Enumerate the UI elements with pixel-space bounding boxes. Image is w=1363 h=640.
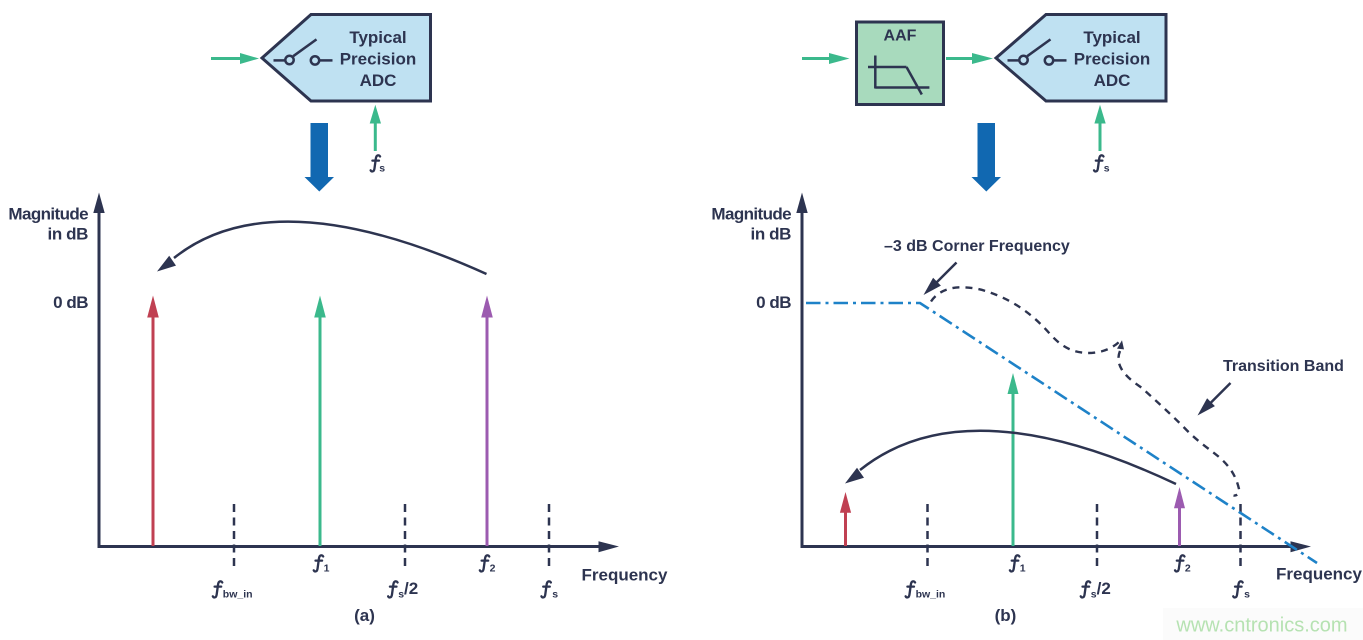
svg-text:(b): (b) bbox=[995, 606, 1017, 625]
svg-text:Precision: Precision bbox=[340, 50, 417, 69]
svg-text:s: s bbox=[1091, 588, 1097, 600]
svg-text:/2: /2 bbox=[404, 579, 418, 598]
svg-text:s: s bbox=[1104, 162, 1110, 174]
svg-text:2: 2 bbox=[490, 562, 496, 574]
svg-text:Typical: Typical bbox=[349, 28, 406, 47]
svg-text:Magnitude: Magnitude bbox=[8, 205, 88, 224]
svg-text:Magnitude: Magnitude bbox=[711, 205, 791, 224]
svg-text:s: s bbox=[398, 588, 404, 600]
svg-text:Frequency: Frequency bbox=[582, 566, 669, 585]
svg-text:1: 1 bbox=[1020, 562, 1026, 574]
svg-text:AAF: AAF bbox=[884, 28, 917, 45]
svg-text:Precision: Precision bbox=[1074, 50, 1151, 69]
svg-text:in dB: in dB bbox=[751, 225, 792, 244]
svg-text:Frequency: Frequency bbox=[1276, 565, 1363, 584]
svg-text:ADC: ADC bbox=[1094, 71, 1131, 90]
svg-text:1: 1 bbox=[324, 562, 330, 574]
svg-text:0 dB: 0 dB bbox=[756, 293, 791, 312]
svg-text:bw_in: bw_in bbox=[916, 588, 946, 600]
svg-text:/2: /2 bbox=[1097, 579, 1111, 598]
svg-text:s: s bbox=[552, 588, 558, 600]
svg-text:–3 dB Corner Frequency: –3 dB Corner Frequency bbox=[884, 238, 1070, 255]
svg-text:in dB: in dB bbox=[48, 225, 89, 244]
svg-text:bw_in: bw_in bbox=[223, 588, 253, 600]
svg-text:ADC: ADC bbox=[360, 71, 397, 90]
svg-text:www.cntronics.com: www.cntronics.com bbox=[1175, 615, 1347, 637]
svg-text:0 dB: 0 dB bbox=[53, 293, 88, 312]
svg-text:(a): (a) bbox=[354, 606, 375, 625]
svg-text:Transition Band: Transition Band bbox=[1223, 358, 1344, 375]
svg-text:Typical: Typical bbox=[1083, 28, 1140, 47]
svg-text:2: 2 bbox=[1185, 562, 1191, 574]
svg-text:s: s bbox=[1244, 588, 1250, 600]
svg-text:s: s bbox=[379, 162, 385, 174]
